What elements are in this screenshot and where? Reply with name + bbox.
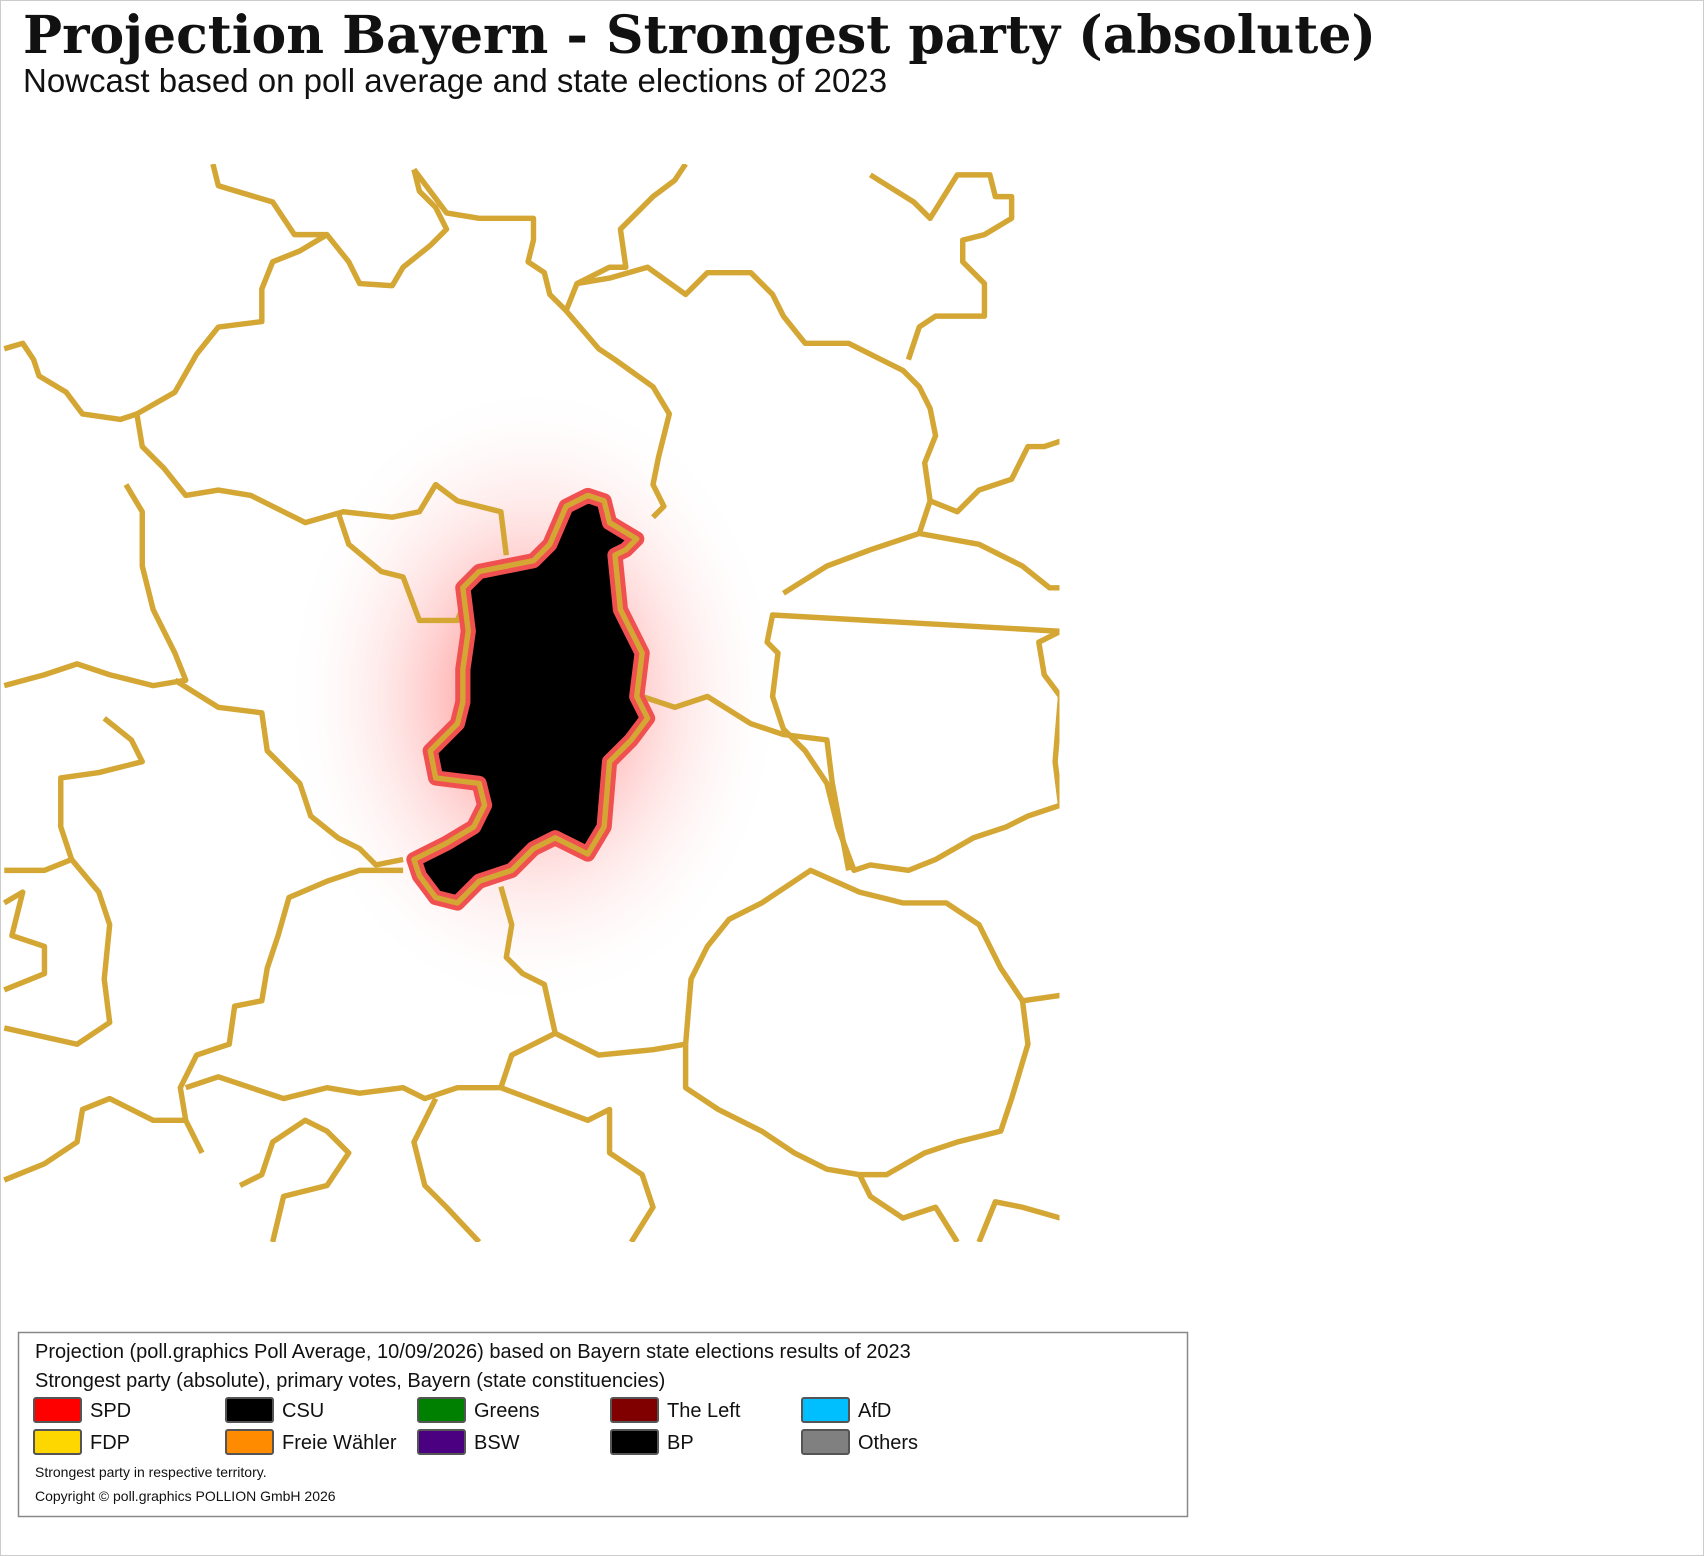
legend-label: CSU [282, 1400, 324, 1422]
legend-label: BSW [474, 1432, 520, 1454]
legend-label: Greens [474, 1400, 540, 1422]
legend-swatch [33, 1429, 82, 1455]
legend-swatch [225, 1397, 274, 1423]
legend-label: AfD [858, 1400, 891, 1422]
legend-swatch [33, 1397, 82, 1423]
copyright: Copyright © poll.graphics POLLION GmbH 2… [35, 1488, 336, 1504]
legend-heading: Projection (poll.graphics Poll Average, … [35, 1341, 911, 1363]
constituency-borders [2, 164, 1060, 1243]
legend-swatch [225, 1429, 274, 1455]
legend-label: The Left [667, 1400, 741, 1422]
legend-swatch [417, 1397, 466, 1423]
legend-swatch [801, 1397, 850, 1423]
legend-subheading: Strongest party (absolute), primary vote… [35, 1370, 665, 1392]
title: Projection Bayern - Strongest party (abs… [23, 5, 1376, 66]
legend-items: SPD CSU Greens The Left AfD FDP Freie Wähler BS… [33, 1397, 918, 1455]
legend-swatch [801, 1429, 850, 1455]
legend-label: SPD [90, 1400, 131, 1422]
legend-box [17, 1331, 1189, 1518]
legend-note: Strongest party in respective territory. [35, 1464, 267, 1480]
legend-swatch [610, 1397, 659, 1423]
legend-label: Freie Wähler [282, 1432, 397, 1454]
map [2, 164, 1060, 1243]
region-border [411, 492, 651, 906]
legend-swatch [417, 1429, 466, 1455]
legend-swatch [610, 1429, 659, 1455]
legend-label: Others [858, 1432, 918, 1454]
legend-label: BP [667, 1432, 694, 1454]
legend-label: FDP [90, 1432, 130, 1454]
subtitle: Nowcast based on poll average and state … [23, 62, 887, 99]
